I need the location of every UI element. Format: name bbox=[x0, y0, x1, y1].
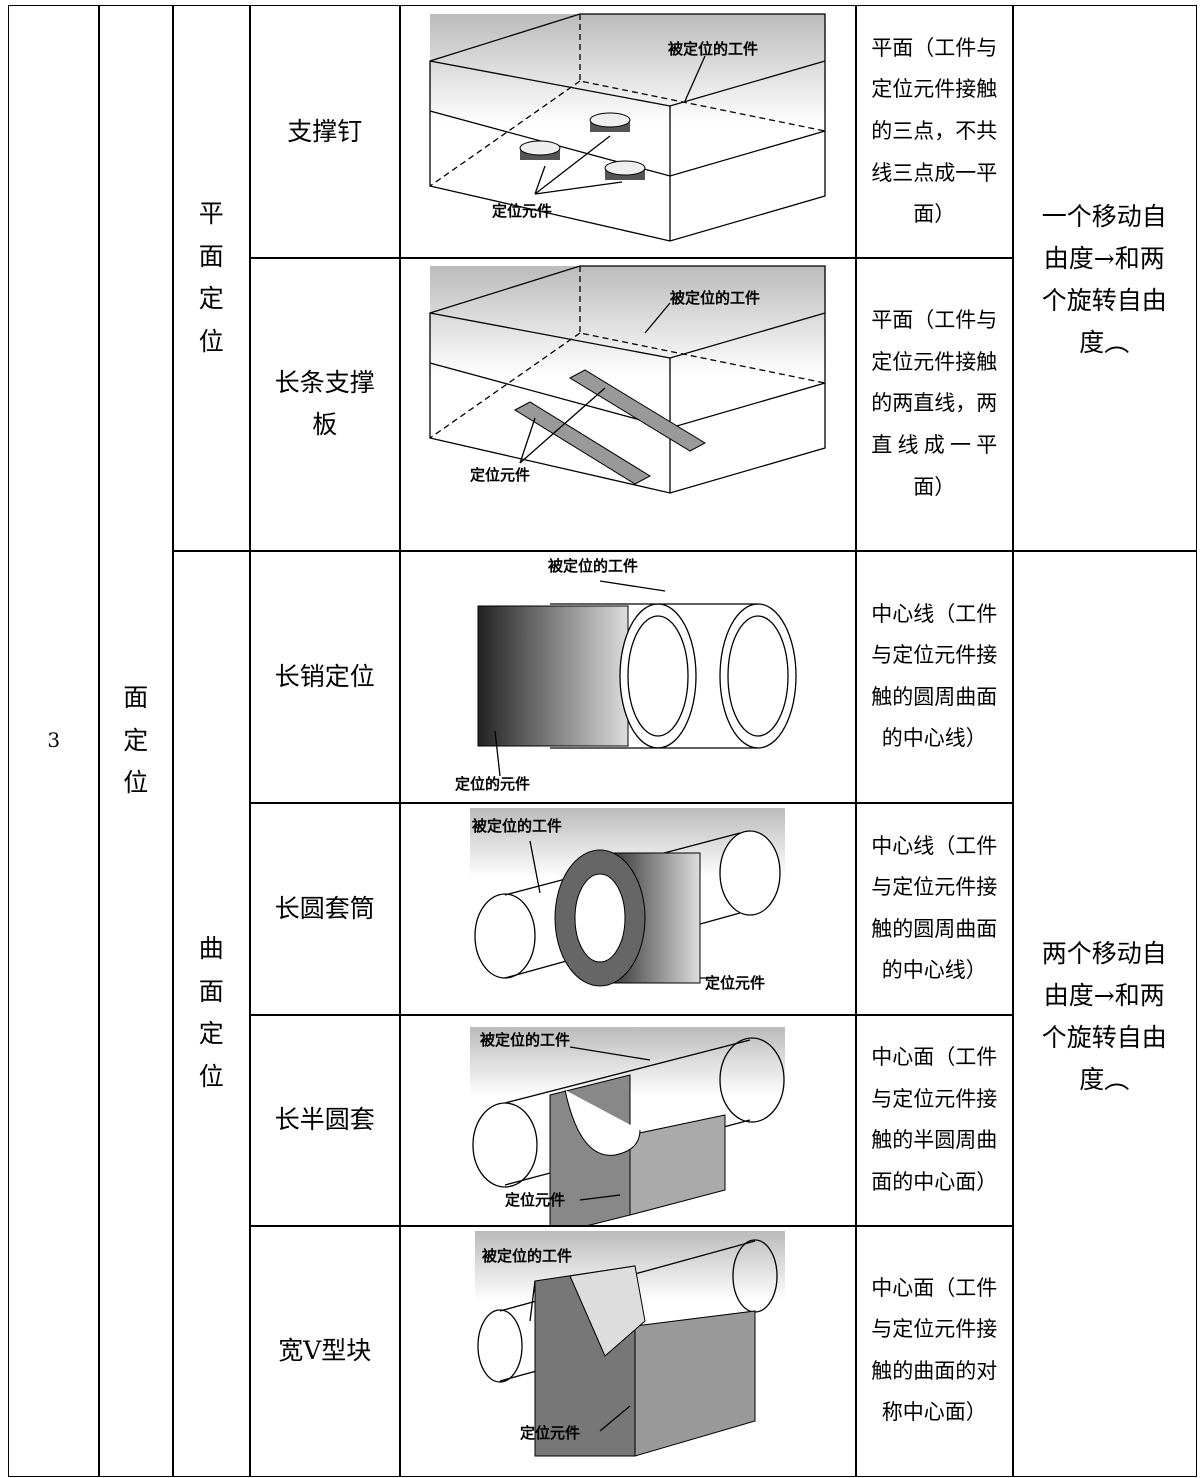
shape bbox=[534, 55, 706, 195]
freedom-cell: 两个移动自由度→和两个旋转自由度︵ bbox=[1012, 550, 1197, 1477]
shape bbox=[604, 160, 646, 176]
shape bbox=[629, 1114, 726, 1216]
shape bbox=[477, 605, 629, 747]
element-name: 宽V型块 bbox=[278, 1335, 372, 1365]
row-number: 3 bbox=[47, 728, 61, 753]
result-cell: 中心线（工件与定位元件接触的圆周曲面的中心线） bbox=[855, 550, 1014, 804]
shape bbox=[569, 1046, 651, 1201]
image-cell: 被定位的工件定位元件 bbox=[399, 5, 857, 259]
freedom: 两个移动自由度→和两个旋转自由度︵ bbox=[1041, 939, 1167, 1094]
group-cell: 平面定位 bbox=[172, 5, 251, 552]
element-name: 支撑钉 bbox=[287, 116, 363, 146]
shape bbox=[727, 615, 789, 737]
image-cell: 被定位的工件定位元件 bbox=[399, 257, 857, 552]
result-cell: 中心线（工件与定位元件接触的圆周曲面的中心线） bbox=[855, 802, 1014, 1016]
image-cell: 被定位的工件定位元件 bbox=[399, 802, 857, 1016]
shape bbox=[519, 302, 671, 464]
callout-label: 定位元件 bbox=[520, 1424, 580, 1442]
shape bbox=[634, 1310, 756, 1457]
callout-label: 被定位的工件 bbox=[482, 1247, 572, 1265]
shape bbox=[719, 1037, 785, 1123]
group-name: 平面定位 bbox=[198, 199, 224, 356]
result: 中心面（工件与定位元件接触的曲面的对称中心面） bbox=[871, 1275, 998, 1425]
freedom: 一个移动自由度→和两个旋转自由度︵ bbox=[1041, 202, 1167, 357]
shape bbox=[477, 1309, 523, 1383]
callout-label: 被定位的工件 bbox=[548, 557, 638, 575]
number-cell: 3 bbox=[8, 5, 100, 1477]
callout-label: 被定位的工件 bbox=[668, 40, 758, 58]
category-cell: 面定位 bbox=[98, 5, 174, 1477]
shape bbox=[574, 873, 626, 963]
shape bbox=[429, 13, 826, 187]
category: 面定位 bbox=[123, 683, 149, 797]
shape bbox=[430, 265, 825, 376]
result: 平面（工件与定位元件接触的三点，不共线三点成一平面） bbox=[871, 35, 998, 227]
callout-label: 定位元件 bbox=[705, 974, 765, 992]
shape bbox=[589, 112, 631, 128]
element-name: 长销定位 bbox=[274, 661, 375, 691]
shape bbox=[719, 830, 781, 916]
result: 中心线（工件与定位元件接触的圆周曲面的中心线） bbox=[871, 601, 998, 751]
callout-label: 被定位的工件 bbox=[670, 289, 760, 307]
element-cell: 宽V型块 bbox=[249, 1225, 401, 1477]
result: 中心面（工件与定位元件接触的半圆周曲面的中心面） bbox=[871, 1045, 998, 1194]
shape bbox=[619, 603, 697, 749]
group-cell: 曲面定位 bbox=[172, 550, 251, 1477]
element-name: 长半圆套 bbox=[274, 1105, 375, 1134]
shape bbox=[568, 369, 707, 452]
result-cell: 中心面（工件与定位元件接触的曲面的对称中心面） bbox=[855, 1225, 1014, 1477]
shape bbox=[519, 140, 561, 156]
result: 中心线（工件与定位元件接触的圆周曲面的中心线） bbox=[871, 833, 998, 983]
element-name: 长圆套筒 bbox=[274, 893, 375, 923]
callout-label: 定位元件 bbox=[505, 1191, 565, 1209]
callout-label: 定位的元件 bbox=[455, 775, 530, 793]
shape bbox=[719, 603, 797, 749]
callout-label: 定位元件 bbox=[492, 202, 552, 220]
shape bbox=[529, 840, 715, 979]
image-cell: 被定位的工件定位元件 bbox=[399, 1225, 857, 1477]
group-name: 曲面定位 bbox=[198, 934, 224, 1091]
result-cell: 平面（工件与定位元件接触的两直线，两直线成一平面） bbox=[855, 257, 1014, 552]
callout-label: 定位元件 bbox=[470, 466, 530, 484]
shape bbox=[430, 13, 825, 124]
callout-label: 被定位的工件 bbox=[480, 1031, 570, 1049]
image-cell: 被定位的工件定位的元件 bbox=[399, 550, 857, 804]
result: 平面（工件与定位元件接触的两直线，两直线成一平面） bbox=[871, 308, 998, 499]
shape bbox=[429, 265, 826, 439]
shape bbox=[429, 265, 826, 494]
element-cell: 长半圆套 bbox=[249, 1014, 401, 1227]
image-cell: 被定位的工件定位元件 bbox=[399, 1014, 857, 1227]
element-name: 长条支撑板 bbox=[274, 367, 375, 440]
shape bbox=[472, 1102, 538, 1188]
shape bbox=[627, 615, 689, 737]
shape bbox=[513, 401, 652, 485]
shape bbox=[529, 1280, 631, 1432]
shape bbox=[494, 580, 758, 776]
shape bbox=[564, 1089, 641, 1156]
shape bbox=[569, 1265, 646, 1357]
result-cell: 中心面（工件与定位元件接触的半圆周曲面的中心面） bbox=[855, 1014, 1014, 1227]
element-cell: 支撑钉 bbox=[249, 5, 401, 259]
callout-label: 被定位的工件 bbox=[472, 817, 562, 835]
shape bbox=[429, 13, 826, 242]
element-cell: 长圆套筒 bbox=[249, 802, 401, 1016]
shape bbox=[474, 893, 536, 979]
element-cell: 长条支撑板 bbox=[249, 257, 401, 552]
element-cell: 长销定位 bbox=[249, 550, 401, 804]
freedom-cell: 一个移动自由度→和两个旋转自由度︵ bbox=[1012, 5, 1197, 552]
result-cell: 平面（工件与定位元件接触的三点，不共线三点成一平面） bbox=[855, 5, 1014, 259]
